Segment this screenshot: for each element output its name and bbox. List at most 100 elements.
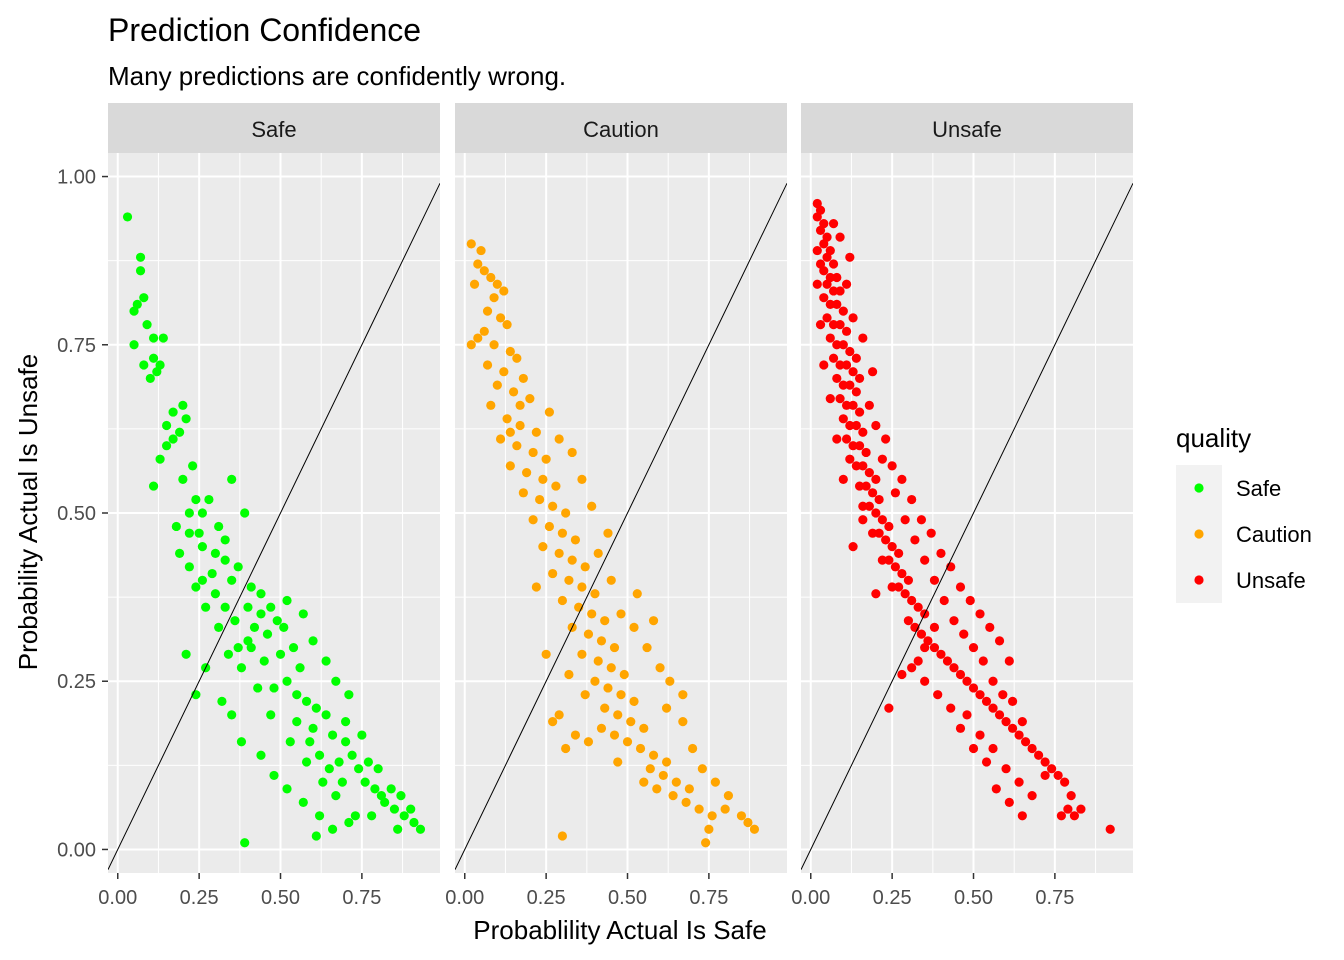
- data-point: [854, 407, 865, 417]
- data-point: [570, 535, 581, 545]
- data-point: [331, 791, 341, 801]
- data-point: [835, 394, 845, 404]
- data-point: [881, 434, 891, 444]
- data-point: [723, 791, 734, 801]
- facet-panel-caution: Caution: [455, 103, 787, 873]
- data-point: [868, 528, 878, 538]
- data-point: [975, 690, 985, 700]
- data-point: [897, 669, 907, 680]
- data-point: [502, 414, 512, 424]
- data-point: [210, 589, 221, 599]
- data-point: [214, 622, 224, 632]
- facet-strip-label: Caution: [583, 117, 659, 142]
- reference-line-group: [108, 183, 440, 870]
- data-point: [819, 360, 829, 370]
- x-tick-label: 0.50: [261, 887, 300, 909]
- data-point: [567, 447, 577, 458]
- data-point: [256, 589, 266, 599]
- x-tick-label: 0.50: [954, 887, 993, 909]
- data-point: [214, 521, 224, 532]
- data-point: [188, 461, 198, 471]
- data-point: [233, 642, 243, 653]
- data-point: [409, 817, 419, 828]
- data-point: [347, 750, 357, 760]
- data-point: [629, 696, 639, 707]
- data-point: [1004, 656, 1014, 666]
- data-point: [482, 360, 493, 370]
- data-point: [233, 562, 243, 572]
- data-point: [142, 319, 152, 330]
- data-point: [512, 441, 522, 451]
- data-point: [1001, 716, 1011, 727]
- data-point: [505, 427, 515, 437]
- data-point: [266, 602, 276, 612]
- data-point: [567, 555, 577, 565]
- data-point: [230, 616, 240, 626]
- data-point: [327, 824, 338, 834]
- data-point: [129, 340, 139, 350]
- data-point: [178, 474, 188, 484]
- data-point: [528, 515, 538, 525]
- data-point: [887, 542, 897, 552]
- data-point: [832, 340, 842, 350]
- data-point: [874, 494, 884, 505]
- data-point: [324, 764, 334, 774]
- data-point: [913, 656, 923, 666]
- data-point: [541, 454, 551, 464]
- data-point: [838, 340, 848, 350]
- reference-line-group: [455, 183, 787, 870]
- data-point: [871, 508, 881, 518]
- data-point: [191, 494, 201, 505]
- data-point: [998, 690, 1008, 700]
- data-point: [197, 542, 207, 552]
- data-point: [884, 703, 894, 713]
- data-point: [551, 481, 561, 491]
- data-point: [473, 259, 483, 269]
- data-point: [975, 730, 985, 740]
- data-point: [681, 797, 691, 807]
- data-point: [489, 293, 499, 303]
- data-point: [139, 360, 149, 370]
- data-point: [955, 669, 966, 680]
- data-point: [858, 515, 868, 525]
- data-point: [246, 582, 256, 592]
- chart-title: Prediction Confidence: [108, 12, 421, 48]
- data-point: [1040, 770, 1050, 781]
- data-point: [482, 306, 493, 316]
- data-point: [197, 508, 207, 518]
- data-point: [525, 394, 535, 404]
- data-point: [135, 266, 146, 276]
- data-point: [191, 582, 201, 592]
- data-point: [236, 737, 247, 747]
- data-point: [596, 636, 607, 646]
- data-point: [838, 380, 848, 390]
- data-point: [861, 447, 871, 458]
- data-point: [1076, 804, 1086, 814]
- data-point: [587, 609, 597, 619]
- data-point: [871, 589, 881, 599]
- data-point: [596, 723, 607, 733]
- data-point: [854, 441, 865, 451]
- data-point: [577, 582, 587, 592]
- data-point: [832, 373, 842, 384]
- data-point: [815, 225, 826, 235]
- data-point: [828, 219, 839, 229]
- data-point: [600, 703, 610, 713]
- data-point: [877, 555, 887, 565]
- data-point: [479, 266, 489, 276]
- data-point: [466, 340, 476, 350]
- data-point: [593, 548, 603, 558]
- data-point: [812, 212, 822, 222]
- data-point: [473, 333, 483, 343]
- data-point: [845, 420, 855, 431]
- data-point: [139, 293, 149, 303]
- data-point: [272, 616, 282, 626]
- data-point: [373, 764, 383, 774]
- data-point: [544, 407, 554, 417]
- data-point: [389, 804, 400, 814]
- data-point: [838, 474, 848, 484]
- data-point: [531, 427, 541, 437]
- data-point: [308, 723, 318, 733]
- data-point: [194, 528, 204, 538]
- data-point: [544, 521, 554, 532]
